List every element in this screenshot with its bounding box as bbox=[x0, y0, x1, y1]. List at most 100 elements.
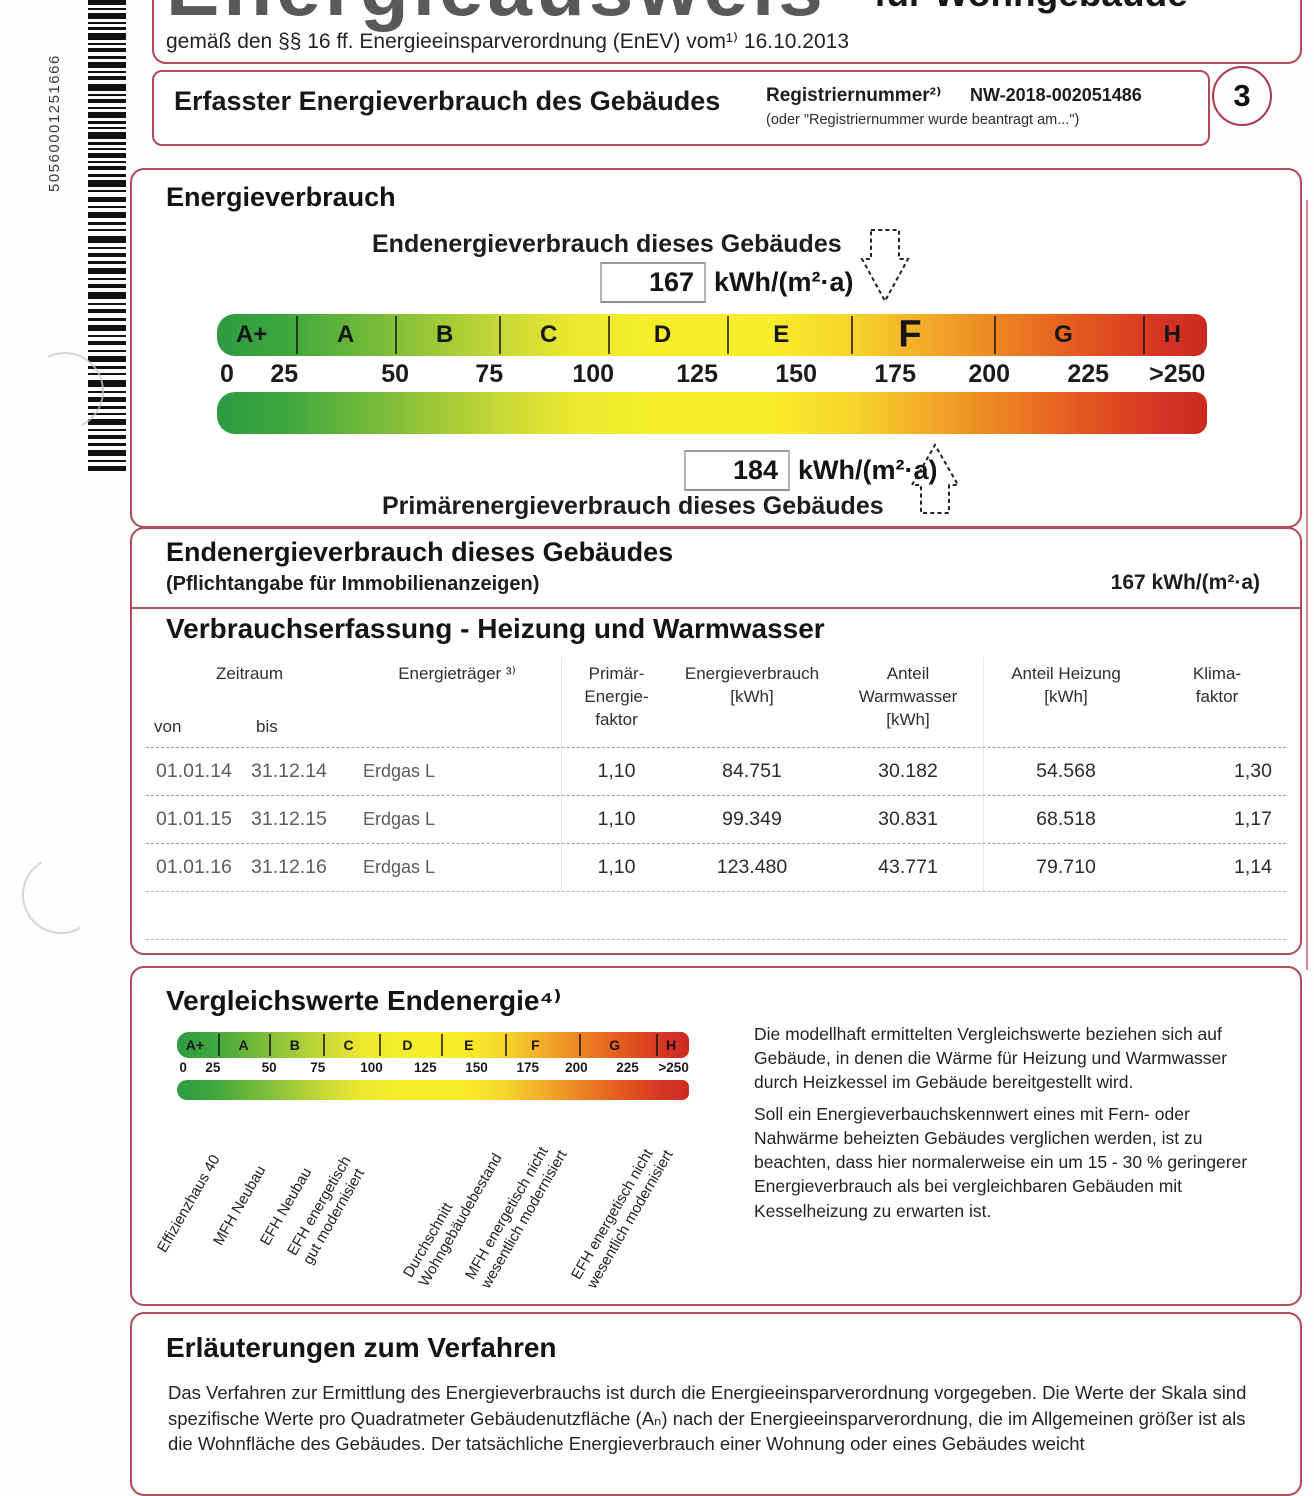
scale-tick: 175 bbox=[874, 360, 916, 388]
capture-box-title: Erfasster Energieverbrauch des Gebäudes bbox=[174, 86, 721, 116]
energy-scale-letter-band: A+ A B C D E F G H bbox=[217, 314, 1207, 356]
energy-consumption-box: Energieverbrauch Endenergieverbrauch die… bbox=[130, 168, 1302, 528]
scale-tick: 125 bbox=[676, 360, 718, 388]
scale-letter: D bbox=[653, 321, 672, 348]
scale-tick: 25 bbox=[205, 1060, 221, 1075]
energy-certificate-page: { "page": { "barcode_number": "505600012… bbox=[13, 0, 1308, 1496]
scale-letter: F bbox=[531, 1037, 540, 1053]
scale-letter: B bbox=[436, 321, 454, 348]
scale-tick: 0 bbox=[219, 360, 234, 388]
comparison-paragraph-1: Die modellhaft ermittelten Vergleichswer… bbox=[754, 1024, 1228, 1093]
registration-note: (oder "Registriernummer wurde beantragt … bbox=[766, 112, 1080, 128]
red-separator-line bbox=[132, 607, 1300, 609]
page-edge-line bbox=[1306, 200, 1308, 970]
empty-table-row bbox=[146, 891, 1286, 939]
arrow-up-icon bbox=[910, 442, 960, 514]
scale-tick: 25 bbox=[270, 360, 299, 388]
primary-energy-unit: kWh/(m²·a) bbox=[798, 455, 938, 485]
end-energy-unit: kWh/(m²·a) bbox=[714, 267, 854, 297]
end-energy-value-box: 167 bbox=[600, 262, 706, 303]
cell-energietraeger: Erdgas L bbox=[363, 761, 436, 781]
scale-tick: 75 bbox=[475, 360, 504, 388]
scale-divider bbox=[395, 316, 398, 354]
explanation-box: Erläuterungen zum Verfahren Das Verfahre… bbox=[130, 1312, 1302, 1496]
header-von: von bbox=[154, 717, 182, 736]
cell-anteil-warmwasser: 43.771 bbox=[878, 856, 938, 878]
cell-primaerfaktor: 1,10 bbox=[561, 748, 671, 795]
endenergy-title: Endenergieverbrauch dieses Gebäudes bbox=[166, 537, 674, 567]
page-number-badge: 3 bbox=[1212, 66, 1272, 126]
scale-tick: 50 bbox=[261, 1060, 277, 1075]
cell-primaerfaktor: 1,10 bbox=[561, 844, 671, 891]
registration-label: Registriernummer²⁾ bbox=[766, 85, 942, 106]
energy-section-title: Energieverbrauch bbox=[166, 182, 396, 212]
endenergy-table-box: Endenergieverbrauch dieses Gebäudes (Pfl… bbox=[130, 527, 1302, 955]
explanation-paragraph: Das Verfahren zur Ermittlung des Energie… bbox=[168, 1382, 1247, 1455]
cell-von: 01.01.14 bbox=[156, 760, 232, 782]
scale-letter: C bbox=[343, 1037, 354, 1053]
header-zeitraum: Zeitraum bbox=[215, 664, 284, 683]
energy-scale-ticks: 0 25 50 75 100 125 150 175 200 225 >250 bbox=[217, 356, 1207, 392]
scale-tick: 150 bbox=[775, 360, 817, 388]
scale-divider bbox=[296, 316, 299, 354]
table-header-row: Zeitraum von bis Energieträger ³⁾ Primär… bbox=[146, 657, 1286, 747]
scale-letter: H bbox=[1163, 321, 1182, 348]
scale-letter: D bbox=[402, 1037, 413, 1053]
header-primaerfaktor: Primär- Energie- faktor bbox=[561, 657, 671, 747]
cell-bis: 31.12.15 bbox=[251, 808, 327, 830]
cell-energieverbrauch: 84.751 bbox=[722, 760, 782, 782]
scale-tick: 175 bbox=[516, 1060, 539, 1075]
scale-tick: 200 bbox=[968, 360, 1011, 388]
scale-tick: 200 bbox=[565, 1060, 588, 1075]
scale-divider bbox=[726, 316, 729, 354]
header-bis: bis bbox=[256, 717, 278, 736]
comparison-title: Vergleichswerte Endenergie⁴⁾ bbox=[166, 985, 562, 1016]
primary-energy-label: Primärenergieverbrauch dieses Gebäudes bbox=[382, 492, 884, 520]
scale-divider bbox=[379, 1034, 382, 1056]
cell-primaerfaktor: 1,10 bbox=[561, 796, 671, 843]
scale-letter: C bbox=[539, 321, 558, 348]
empty-table-row bbox=[146, 939, 1286, 987]
page-title-suffix: für Wohngebäude bbox=[874, 0, 1188, 12]
scale-divider bbox=[440, 1034, 443, 1056]
scale-divider bbox=[850, 316, 853, 354]
barcode-number: 50560001251666 bbox=[46, 54, 63, 192]
cell-bis: 31.12.16 bbox=[251, 856, 327, 878]
cell-anteil-heizung: 79.710 bbox=[983, 844, 1148, 891]
header-klimafaktor: Klima- faktor bbox=[1192, 664, 1242, 706]
scale-divider bbox=[1142, 316, 1145, 354]
scale-tick: 75 bbox=[310, 1060, 326, 1075]
scale-letter-rating: F bbox=[898, 313, 922, 356]
scale-tick: 50 bbox=[381, 360, 410, 388]
registration-number: NW-2018-002051486 bbox=[970, 85, 1142, 105]
primary-energy-value-row: 184 kWh/(m²·a) bbox=[684, 450, 937, 491]
scale-divider bbox=[322, 1034, 325, 1056]
scale-letter: H bbox=[666, 1037, 677, 1053]
scale-letter: A bbox=[238, 1037, 249, 1053]
table-row: 01.01.14 31.12.14 Erdgas L 1,10 84.751 3… bbox=[146, 747, 1286, 795]
comparison-ticks: 0 25 50 75 100 125 150 175 200 225 >250 bbox=[177, 1058, 689, 1080]
scale-tick: 150 bbox=[465, 1060, 488, 1075]
scale-tick: >250 bbox=[658, 1060, 689, 1075]
scale-divider bbox=[499, 316, 502, 354]
endenergy-value: 167 kWh/(m²·a) bbox=[1110, 571, 1260, 594]
punch-hole-bottom bbox=[13, 847, 109, 943]
comparison-paragraph-2: Soll ein Energieverbauchskennwert eines … bbox=[754, 1104, 1248, 1221]
cell-energieverbrauch: 123.480 bbox=[716, 856, 788, 878]
scale-divider bbox=[217, 1034, 220, 1056]
scale-tick: 100 bbox=[572, 360, 615, 388]
barcode-icon bbox=[88, 0, 126, 477]
cell-anteil-heizung: 54.568 bbox=[983, 748, 1148, 795]
energy-scale-gradient-band bbox=[217, 392, 1207, 434]
comparison-letter-band: A+ A B C D E F G H bbox=[177, 1032, 689, 1058]
cell-energieverbrauch: 99.349 bbox=[722, 808, 782, 830]
cell-klimafaktor: 1,30 bbox=[1234, 760, 1272, 782]
comparison-label: EFH energetisch nicht wesentlich moderni… bbox=[568, 1146, 677, 1292]
header-anteil-warmwasser: Anteil Warmwasser [kWh] bbox=[858, 664, 958, 729]
consumption-table: Zeitraum von bis Energieträger ³⁾ Primär… bbox=[146, 657, 1286, 987]
header-energietraeger: Energieträger ³⁾ bbox=[398, 664, 516, 683]
comparison-box: Vergleichswerte Endenergie⁴⁾ A+ A B C D … bbox=[130, 966, 1302, 1306]
cell-klimafaktor: 1,17 bbox=[1234, 808, 1272, 830]
cell-energietraeger: Erdgas L bbox=[363, 809, 436, 829]
scale-divider bbox=[578, 1034, 581, 1056]
